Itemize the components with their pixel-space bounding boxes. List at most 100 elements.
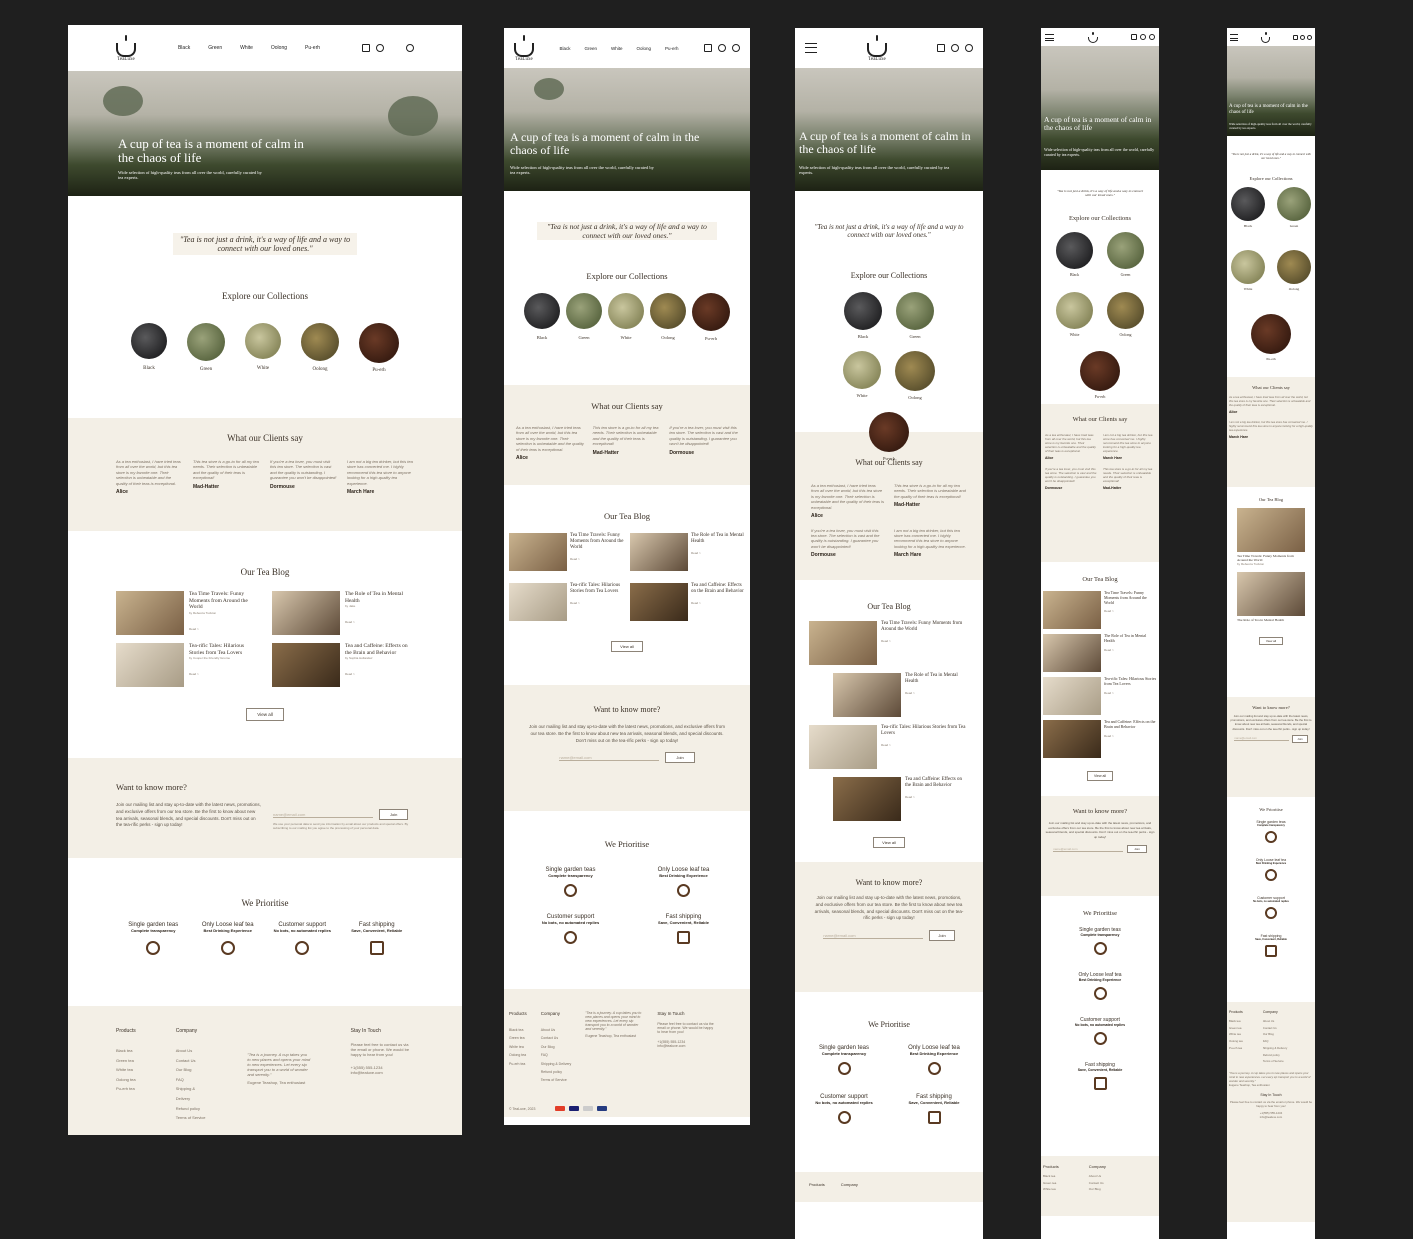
- user-icon[interactable]: [717, 44, 726, 52]
- blog-section: Our Tea Blog Tea Time Travels: Funny Mom…: [795, 580, 983, 862]
- cart-icon[interactable]: [703, 44, 712, 52]
- testimonial: As a tea enthusiast, I have tried teas f…: [116, 459, 181, 495]
- cart-icon[interactable]: [937, 44, 945, 52]
- mobile-frame: A cup of tea is a moment of calm in the …: [1041, 28, 1159, 1239]
- nav-white[interactable]: White: [240, 45, 253, 51]
- site-footer: Products Black tea Green tea White tea Oolon…: [1227, 1002, 1315, 1222]
- clients-section: What our Clients say As a tea enthusiast…: [504, 385, 750, 485]
- hero: A cup of tea is a moment of calm in the …: [1227, 46, 1315, 136]
- box-icon: [927, 1111, 941, 1124]
- clients-section: What our Clients say As a tea enthusiast…: [68, 418, 462, 531]
- site-header: TeaLuxe Black Green White Oolong Pu-erh: [68, 25, 462, 71]
- hero: A cup of tea is a moment of calm in the …: [1041, 46, 1159, 170]
- logo[interactable]: TeaLuxe: [514, 34, 534, 62]
- tablet-frame: TeaLuxe Black Green White Oolong Pu-erh A cu…: [504, 28, 750, 1125]
- search-icon[interactable]: [406, 44, 414, 52]
- site-header: [1041, 28, 1159, 46]
- logo[interactable]: [1261, 31, 1270, 43]
- join-button[interactable]: Join: [379, 809, 409, 820]
- leaves-icon: [220, 941, 235, 955]
- clients-section: What our Clients say As a tea enthusiast…: [1041, 404, 1159, 562]
- prioritise-section: We Prioritise Single garden teas Complete…: [68, 858, 462, 1006]
- headset-icon: [295, 941, 310, 955]
- headset-icon: [564, 931, 577, 944]
- newsletter-section: Want to know more? Join our mailing list…: [68, 758, 462, 858]
- collection-oolong[interactable]: Oolong: [301, 323, 339, 418]
- user-icon[interactable]: [1140, 34, 1146, 40]
- hero: A cup of tea is a moment of calm in the …: [795, 68, 983, 191]
- main-nav: Black Green White Oolong Pu-erh: [178, 45, 320, 51]
- collection-black[interactable]: Black: [131, 323, 167, 418]
- search-icon[interactable]: [965, 44, 973, 52]
- site-footer: Products Black tea Green tea White tea Oolon…: [68, 1006, 462, 1135]
- quote: "Tea is not just a drink, it's a way of …: [173, 232, 357, 255]
- collection-white[interactable]: White: [245, 323, 281, 418]
- leaves-icon: [1093, 987, 1107, 1000]
- newsletter-section: Want to know more? Join our mailing list…: [1041, 796, 1159, 896]
- collection-puerh[interactable]: Pu-erh: [359, 323, 399, 418]
- logo[interactable]: [1087, 31, 1098, 43]
- menu-icon[interactable]: [1230, 33, 1238, 41]
- hero: A cup of tea is a moment of calm in the …: [68, 71, 462, 196]
- email-input[interactable]: name@email.com: [273, 812, 373, 818]
- view-all-button[interactable]: View all: [246, 708, 284, 721]
- testimonial: If you're a tea lover, you must visit th…: [270, 459, 337, 490]
- headset-icon: [1093, 1032, 1107, 1045]
- logo[interactable]: TeaLuxe: [116, 34, 136, 62]
- menu-icon[interactable]: [805, 43, 817, 53]
- cart-icon[interactable]: [362, 44, 370, 52]
- leaf-seal-icon: [146, 941, 161, 955]
- box-icon: [1265, 945, 1277, 957]
- collections-list: Black Green White Oolong Pu-erh: [68, 323, 462, 418]
- prioritise-section: We Prioritise Single garden teas Complete…: [795, 992, 983, 1172]
- cart-icon[interactable]: [1293, 34, 1298, 40]
- menu-icon[interactable]: [1045, 33, 1054, 41]
- user-icon[interactable]: [376, 44, 384, 52]
- search-icon[interactable]: [1149, 34, 1155, 40]
- blog-card[interactable]: Tea and Caffeine: Effects on the Brain a…: [272, 643, 414, 687]
- blog-card[interactable]: Tea Time Travels: Funny Moments from Aro…: [116, 591, 258, 635]
- box-icon: [1093, 1077, 1107, 1090]
- site-footer: Products Black tea Green tea White tea Oolon…: [504, 989, 750, 1117]
- cart-icon[interactable]: [1131, 34, 1137, 40]
- search-icon[interactable]: [731, 44, 740, 52]
- leaves-icon: [927, 1062, 941, 1075]
- newsletter-section: Want to know more? Join our mailing list…: [795, 862, 983, 992]
- leaves-icon: [677, 884, 690, 897]
- nav-oolong[interactable]: Oolong: [270, 45, 288, 51]
- blog-section: Our Tea Blog Tea Time Travels: Funny Mom…: [1041, 562, 1159, 796]
- newsletter-section: Want to know more? Join our mailing list…: [504, 685, 750, 811]
- user-icon[interactable]: [1300, 34, 1305, 40]
- user-icon[interactable]: [951, 44, 959, 52]
- small-mobile-frame: A cup of tea is a moment of calm in the …: [1227, 28, 1315, 1239]
- site-header: TeaLuxe: [795, 28, 983, 68]
- payment-icons: [555, 1106, 611, 1111]
- blog-section: Our Tea Blog Tea Time Travels: Funny Mom…: [68, 531, 462, 758]
- leaf-seal-icon: [1265, 831, 1277, 843]
- nav-black[interactable]: Black: [177, 45, 191, 51]
- blog-card[interactable]: Tea-rific Tales: Hilarious Stories from …: [116, 643, 258, 687]
- small-tablet-frame: TeaLuxe A cup of tea is a moment of calm…: [795, 28, 983, 1239]
- box-icon: [677, 931, 690, 944]
- headset-icon: [837, 1111, 851, 1124]
- clients-section: What our Clients say As a tea enthusiast…: [795, 432, 983, 580]
- collection-green[interactable]: Green: [187, 323, 225, 418]
- testimonial: This tea store is a go-to for all my tea…: [193, 459, 259, 490]
- leaf-seal-icon: [837, 1062, 851, 1075]
- nav-puerh[interactable]: Pu-erh: [305, 45, 321, 51]
- prioritise-section: We Prioritise Single garden teas Complete…: [1041, 896, 1159, 1156]
- site-header: TeaLuxe Black Green White Oolong Pu-erh: [504, 28, 750, 68]
- nav-green[interactable]: Green: [208, 45, 223, 51]
- newsletter-section: Want to know more? Join our mailing list…: [1227, 697, 1315, 797]
- logo[interactable]: TeaLuxe: [867, 34, 887, 62]
- collections-title: Explore our Collections: [222, 291, 308, 301]
- blog-section: Our Tea Blog Tea Time Travels: Funny Mom…: [504, 485, 750, 685]
- leaf-seal-icon: [1093, 942, 1107, 955]
- prioritise-section: We Prioritise Single garden teas Complete…: [504, 811, 750, 989]
- site-footer: Products Company: [795, 1172, 983, 1202]
- blog-card[interactable]: The Role of Tea in Mental Health by Jake R…: [272, 591, 414, 635]
- blog-section: Our Tea Blog Tea Time Travels: Funny Mom…: [1227, 487, 1315, 697]
- leaf-seal-icon: [564, 884, 577, 897]
- headset-icon: [1265, 907, 1277, 919]
- search-icon[interactable]: [1307, 34, 1312, 40]
